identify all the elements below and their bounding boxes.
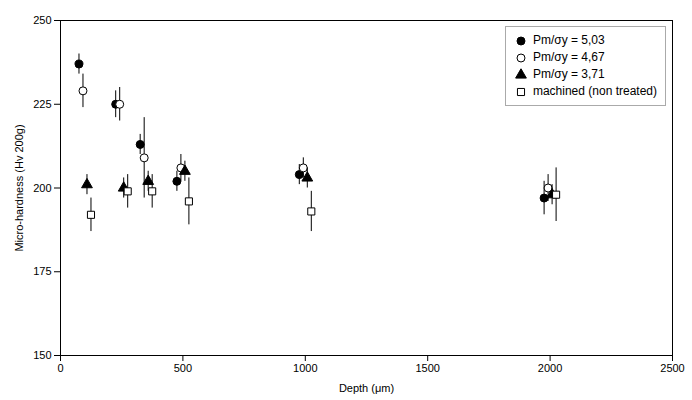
svg-text:2000: 2000	[538, 362, 562, 374]
html-text:Pm/σy = 3,71: Pm/σy = 3,71	[532, 67, 605, 81]
svg-text:0: 0	[57, 362, 63, 374]
svg-text:Depth (μm): Depth (μm)	[339, 382, 394, 394]
svg-text:175: 175	[33, 265, 51, 277]
svg-text:150: 150	[33, 349, 51, 361]
html-text:machined (non treated): machined (non treated)	[532, 84, 657, 98]
svg-text:225: 225	[33, 98, 51, 110]
svg-text:1500: 1500	[415, 362, 439, 374]
svg-text:2500: 2500	[660, 362, 684, 374]
svg-text:200: 200	[33, 182, 51, 194]
html-text:Pm/σy = 4,67: Pm/σy = 4,67	[532, 50, 605, 64]
html-text:Pm/σy = 5,03: Pm/σy = 5,03	[532, 33, 605, 47]
svg-text:1000: 1000	[293, 362, 317, 374]
svg-text:250: 250	[33, 14, 51, 26]
svg-text:Micro-hardness (Hv 200g): Micro-hardness (Hv 200g)	[13, 124, 25, 251]
svg-text:500: 500	[174, 362, 192, 374]
